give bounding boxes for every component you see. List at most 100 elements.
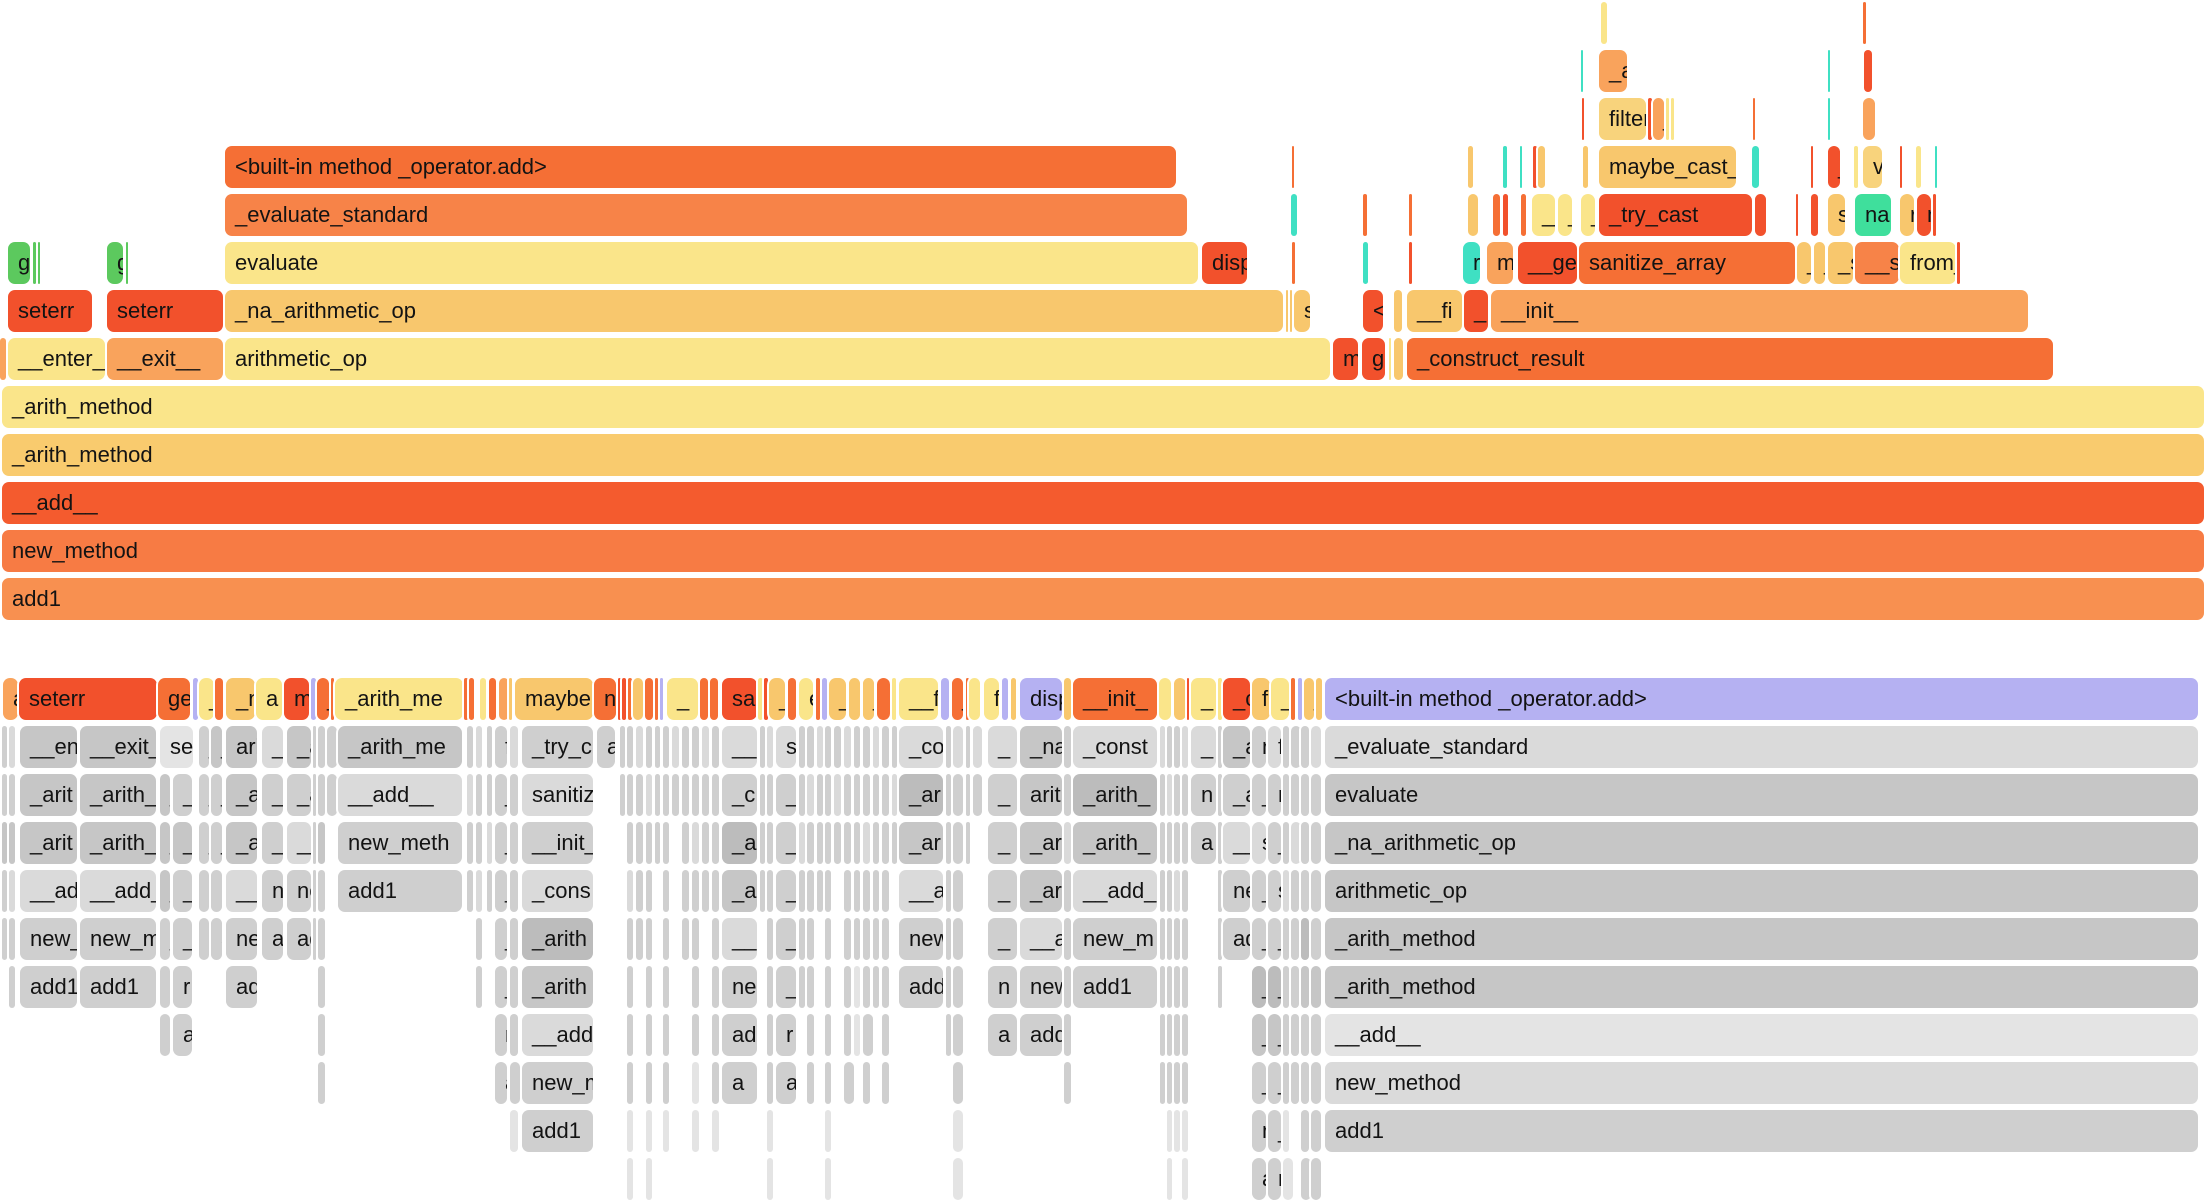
frame-new-method[interactable]: new_method xyxy=(2,530,2204,572)
frame-sliver[interactable] xyxy=(1752,146,1759,188)
leaf-frame-sliver[interactable]: _ xyxy=(199,678,214,720)
caller-frame-sliver[interactable] xyxy=(318,1014,325,1056)
caller-frame-sliver[interactable] xyxy=(863,918,870,960)
caller-frame-sliver[interactable] xyxy=(313,822,316,864)
leaf-frame-sliver[interactable]: _ xyxy=(769,678,785,720)
caller-frame-sliver[interactable] xyxy=(476,822,482,864)
frame-c[interactable]: _c xyxy=(1223,678,1250,720)
frame-r[interactable]: r xyxy=(160,966,170,1008)
caller-frame-sliver[interactable] xyxy=(1174,774,1180,816)
caller-frame-sliver[interactable] xyxy=(953,1158,963,1200)
frame-init[interactable]: __init__ xyxy=(1491,290,2028,332)
caller-frame-sliver[interactable]: _ xyxy=(495,774,507,816)
caller-frame-sliver[interactable] xyxy=(966,822,970,864)
caller-frame-sliver[interactable] xyxy=(817,822,823,864)
caller-frame-sliver[interactable] xyxy=(1218,774,1222,816)
caller-frame-sliver[interactable] xyxy=(646,1110,652,1152)
frame-r[interactable]: r xyxy=(1174,678,1186,720)
frame-a[interactable]: _a xyxy=(287,774,311,816)
frame-arith-method[interactable]: _arith_method xyxy=(2,386,2204,428)
frame-f[interactable]: __f xyxy=(899,678,938,720)
caller-frame-sliver[interactable] xyxy=(882,726,889,768)
caller-frame-sliver[interactable] xyxy=(767,918,773,960)
leaf-frame-sliver[interactable] xyxy=(311,678,316,720)
caller-frame-sliver[interactable] xyxy=(9,870,15,912)
caller-frame-sliver[interactable]: _ xyxy=(1252,1062,1266,1104)
frame-n[interactable]: n xyxy=(211,870,222,912)
caller-frame-sliver[interactable] xyxy=(807,870,814,912)
frame-sliver[interactable] xyxy=(1916,146,1921,188)
leaf-frame-sliver[interactable] xyxy=(877,678,890,720)
frame-v[interactable]: v xyxy=(633,678,643,720)
caller-frame-sliver[interactable] xyxy=(313,870,316,912)
caller-frame-sliver[interactable] xyxy=(1182,774,1188,816)
caller-frame-sliver[interactable] xyxy=(825,1014,831,1056)
caller-frame-sliver[interactable] xyxy=(767,1062,773,1104)
caller-frame-sliver[interactable] xyxy=(767,774,773,816)
caller-frame-sliver[interactable] xyxy=(467,774,473,816)
frame-a[interactable]: a xyxy=(844,1062,854,1104)
caller-frame-sliver[interactable] xyxy=(1182,1062,1188,1104)
caller-frame-sliver[interactable] xyxy=(2,726,7,768)
frame-a[interactable]: _a xyxy=(722,822,757,864)
caller-frame-sliver[interactable] xyxy=(318,822,325,864)
leaf-frame-sliver[interactable] xyxy=(764,678,768,720)
caller-frame-sliver[interactable] xyxy=(807,966,814,1008)
caller-frame-sliver[interactable] xyxy=(318,870,325,912)
caller-frame-sliver[interactable]: _ xyxy=(160,870,170,912)
frame-g[interactable]: g xyxy=(107,242,123,284)
caller-frame-sliver[interactable] xyxy=(966,726,970,768)
frame-f[interactable]: f xyxy=(1252,678,1270,720)
frame-ar[interactable]: _ar xyxy=(899,822,943,864)
frame-construct-result[interactable]: _construct_result xyxy=(1407,338,2053,380)
caller-frame-sliver[interactable] xyxy=(712,966,719,1008)
caller-frame-sliver[interactable] xyxy=(318,1062,325,1104)
frame-evaluate[interactable]: evaluate xyxy=(225,242,1198,284)
leaf-frame-sliver[interactable]: _ xyxy=(667,678,698,720)
caller-frame-sliver[interactable] xyxy=(692,822,699,864)
caller-frame-sliver[interactable] xyxy=(825,870,831,912)
frame-arit[interactable]: _arit xyxy=(20,774,77,816)
frame-sliver[interactable] xyxy=(1291,194,1297,236)
caller-frame-sliver[interactable] xyxy=(646,1158,652,1200)
frame-a[interactable]: __a xyxy=(1020,918,1062,960)
frame-a[interactable]: a xyxy=(597,726,615,768)
frame-a[interactable]: a xyxy=(988,1014,1017,1056)
frame-sliver[interactable] xyxy=(1409,242,1412,284)
leaf-frame-sliver[interactable] xyxy=(215,678,223,720)
caller-frame-sliver[interactable] xyxy=(510,726,518,768)
caller-frame-sliver[interactable] xyxy=(692,774,699,816)
frame-n[interactable]: n xyxy=(262,870,283,912)
caller-frame-sliver[interactable]: __ xyxy=(722,726,757,768)
caller-frame-sliver[interactable] xyxy=(892,726,897,768)
frame-sliver[interactable] xyxy=(1935,146,1937,188)
caller-frame-sliver[interactable] xyxy=(854,774,860,816)
caller-frame-sliver[interactable] xyxy=(825,1062,831,1104)
caller-frame-sliver[interactable] xyxy=(1160,726,1165,768)
leaf-frame-sliver[interactable] xyxy=(1064,678,1071,720)
caller-frame-sliver[interactable]: __ xyxy=(287,822,311,864)
caller-frame-sliver[interactable] xyxy=(620,726,625,768)
caller-frame-sliver[interactable] xyxy=(1311,726,1321,768)
frame-ne[interactable]: ne xyxy=(722,966,757,1008)
caller-frame-sliver[interactable] xyxy=(854,870,860,912)
caller-frame-sliver[interactable] xyxy=(1167,774,1172,816)
frame-seterr[interactable]: seterr xyxy=(19,678,157,720)
caller-frame-sliver[interactable]: _ xyxy=(495,966,507,1008)
frame-f[interactable]: f xyxy=(495,726,507,768)
caller-frame-sliver[interactable] xyxy=(825,1110,831,1152)
frame-n[interactable]: n xyxy=(1252,1110,1266,1152)
caller-frame-sliver[interactable] xyxy=(863,774,870,816)
caller-frame-sliver[interactable] xyxy=(1291,870,1299,912)
caller-frame-sliver[interactable] xyxy=(825,726,831,768)
caller-frame-sliver[interactable]: _ xyxy=(495,918,507,960)
frame-s[interactable]: s xyxy=(1294,290,1310,332)
caller-frame-sliver[interactable] xyxy=(627,774,633,816)
caller-frame-sliver[interactable] xyxy=(1301,1062,1309,1104)
frame-a[interactable]: _a xyxy=(1599,50,1627,92)
caller-frame-sliver[interactable] xyxy=(817,726,823,768)
frame-sliver[interactable] xyxy=(1648,98,1652,140)
frame-sa[interactable]: sa xyxy=(722,678,757,720)
caller-frame-sliver[interactable] xyxy=(1182,966,1188,1008)
caller-frame-sliver[interactable] xyxy=(1167,918,1172,960)
